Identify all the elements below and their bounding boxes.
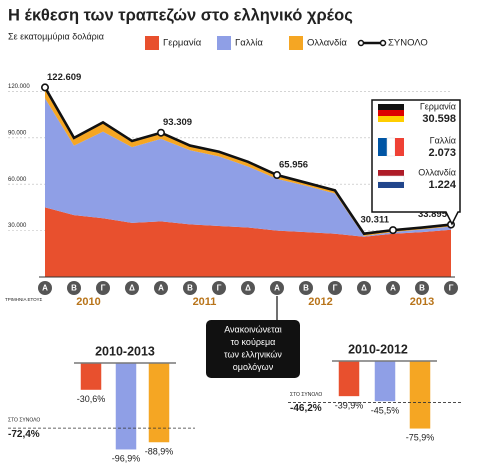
callout-name: Ολλανδία xyxy=(418,167,456,177)
annotation-text: το κούρεμα xyxy=(231,337,276,347)
bar xyxy=(79,362,103,392)
subtitle: Σε εκατομμύρια δολάρια xyxy=(8,31,104,41)
x-tick-marker xyxy=(386,281,400,295)
flag-de xyxy=(378,104,404,122)
bar-chart-title: 2010-2013 xyxy=(95,344,155,358)
legend-swatch xyxy=(145,36,159,50)
total-label: ΣΤΟ ΣΥΝΟΛΟ xyxy=(290,392,322,398)
bar-value-label: -88,9% xyxy=(145,446,174,456)
annotation-text: των ελληνικών xyxy=(224,349,282,359)
x-tick-marker xyxy=(67,281,81,295)
year-label: 2013 xyxy=(410,296,434,308)
annotation-text: ομολόγων xyxy=(233,362,274,372)
callout xyxy=(371,99,461,226)
x-tick-label: Γ xyxy=(217,284,222,293)
flag-fr xyxy=(378,137,404,157)
callout-name: Γαλλία xyxy=(430,135,456,145)
total-value: -72,4% xyxy=(8,429,40,440)
total-point xyxy=(388,226,397,235)
x-tick-label: Α xyxy=(390,284,396,293)
bar xyxy=(408,360,432,431)
x-tick-label: Β xyxy=(419,284,425,293)
annotation-text: Ανακοινώνεται xyxy=(224,324,282,334)
x-tick-marker xyxy=(96,281,110,295)
total-value: -46,2% xyxy=(290,403,322,414)
data-label: 65.956 xyxy=(279,160,308,171)
x-tick-label: Γ xyxy=(333,284,338,293)
legend-label: Γαλλία xyxy=(235,38,263,49)
legend-label: Γερμανία xyxy=(163,38,202,49)
x-tick-marker xyxy=(270,281,284,295)
plot: Γερμανία Γαλλία Ολλανδία ΣΥΝΟΛΟ 30.000 60.000… xyxy=(5,36,458,308)
bar-value-label: -30,6% xyxy=(77,394,106,404)
area xyxy=(45,207,451,277)
callout-name: Γερμανία xyxy=(420,101,456,111)
x-tick-label: Δ xyxy=(361,284,367,293)
x-tick-marker xyxy=(125,281,139,295)
area xyxy=(45,98,451,237)
bar-value-label: -96,9% xyxy=(112,454,141,464)
x-tick-marker xyxy=(38,281,52,295)
legend-label: Ολλανδία xyxy=(307,38,347,49)
x-tick-label: Α xyxy=(274,284,280,293)
x-tick-marker xyxy=(299,281,313,295)
x-tick-marker xyxy=(444,281,458,295)
callout-value: 1.224 xyxy=(428,179,456,191)
x-tick-label: Β xyxy=(71,284,77,293)
bar-value-label: -39,9% xyxy=(335,400,364,410)
y-tick-label: 120.000 xyxy=(8,84,30,90)
total-point xyxy=(272,171,281,180)
data-label: 33.895 xyxy=(418,209,448,220)
total-line xyxy=(43,86,452,236)
callout-box xyxy=(371,99,461,226)
legend-label: ΣΥΝΟΛΟ xyxy=(388,38,428,49)
annotation-box xyxy=(206,320,300,378)
x-tick-marker xyxy=(328,281,342,295)
total-point xyxy=(40,83,49,92)
y-tick-label: 30.000 xyxy=(8,223,27,229)
year-label: 2012 xyxy=(308,296,332,308)
bar xyxy=(337,360,361,398)
x-tick-label: Γ xyxy=(101,284,106,293)
data-label: 93.309 xyxy=(163,117,192,128)
x-axis-label: ΤΡΙΜΗΝΙΑ ΕΤΟΥΣ xyxy=(5,297,43,302)
x-tick-marker xyxy=(415,281,429,295)
y-tick-label: 90.000 xyxy=(8,130,27,136)
x-tick-marker xyxy=(183,281,197,295)
x-tick-label: Δ xyxy=(245,284,251,293)
data-label: 122.609 xyxy=(47,72,81,83)
bar-value-label: -75,9% xyxy=(406,433,435,443)
year-label: 2011 xyxy=(193,296,217,308)
x-tick-label: Α xyxy=(158,284,164,293)
bar-chart-title: 2010-2012 xyxy=(348,342,408,356)
x-tick-marker xyxy=(154,281,168,295)
legend-dot xyxy=(379,39,387,47)
bar-value-label: -45,5% xyxy=(371,405,400,415)
x-tick-label: Β xyxy=(303,284,309,293)
chart-title: Η έκθεση των τραπεζών στο ελληνικό χρέος xyxy=(8,6,353,24)
x-tick-label: Β xyxy=(187,284,193,293)
bar xyxy=(114,362,138,451)
flag-nl xyxy=(377,170,405,188)
total-point xyxy=(157,128,166,137)
total-label: ΣΤΟ ΣΥΝΟΛΟ xyxy=(8,417,40,423)
x-tick-marker xyxy=(357,281,371,295)
year-label: 2010 xyxy=(76,296,100,308)
callout-value: 2.073 xyxy=(428,147,456,159)
data-label: 30.311 xyxy=(360,215,389,226)
legend-swatch xyxy=(217,36,231,50)
bar xyxy=(373,360,397,403)
bar xyxy=(147,362,171,444)
x-tick-label: Α xyxy=(42,284,48,293)
x-tick-marker xyxy=(241,281,255,295)
bar-charts: 2010-2013 -30,6% -96,9% -88,9% ΣΤΟ ΣΥΝΟΛΟ -72… xyxy=(8,342,462,464)
x-tick-label: Γ xyxy=(449,284,454,293)
x-tick-marker xyxy=(212,281,226,295)
callout-value: 30.598 xyxy=(422,113,456,125)
legend-dot xyxy=(357,39,365,47)
legend-swatch xyxy=(289,36,303,50)
y-tick-label: 60.000 xyxy=(8,177,27,183)
x-tick-label: Δ xyxy=(129,284,135,293)
